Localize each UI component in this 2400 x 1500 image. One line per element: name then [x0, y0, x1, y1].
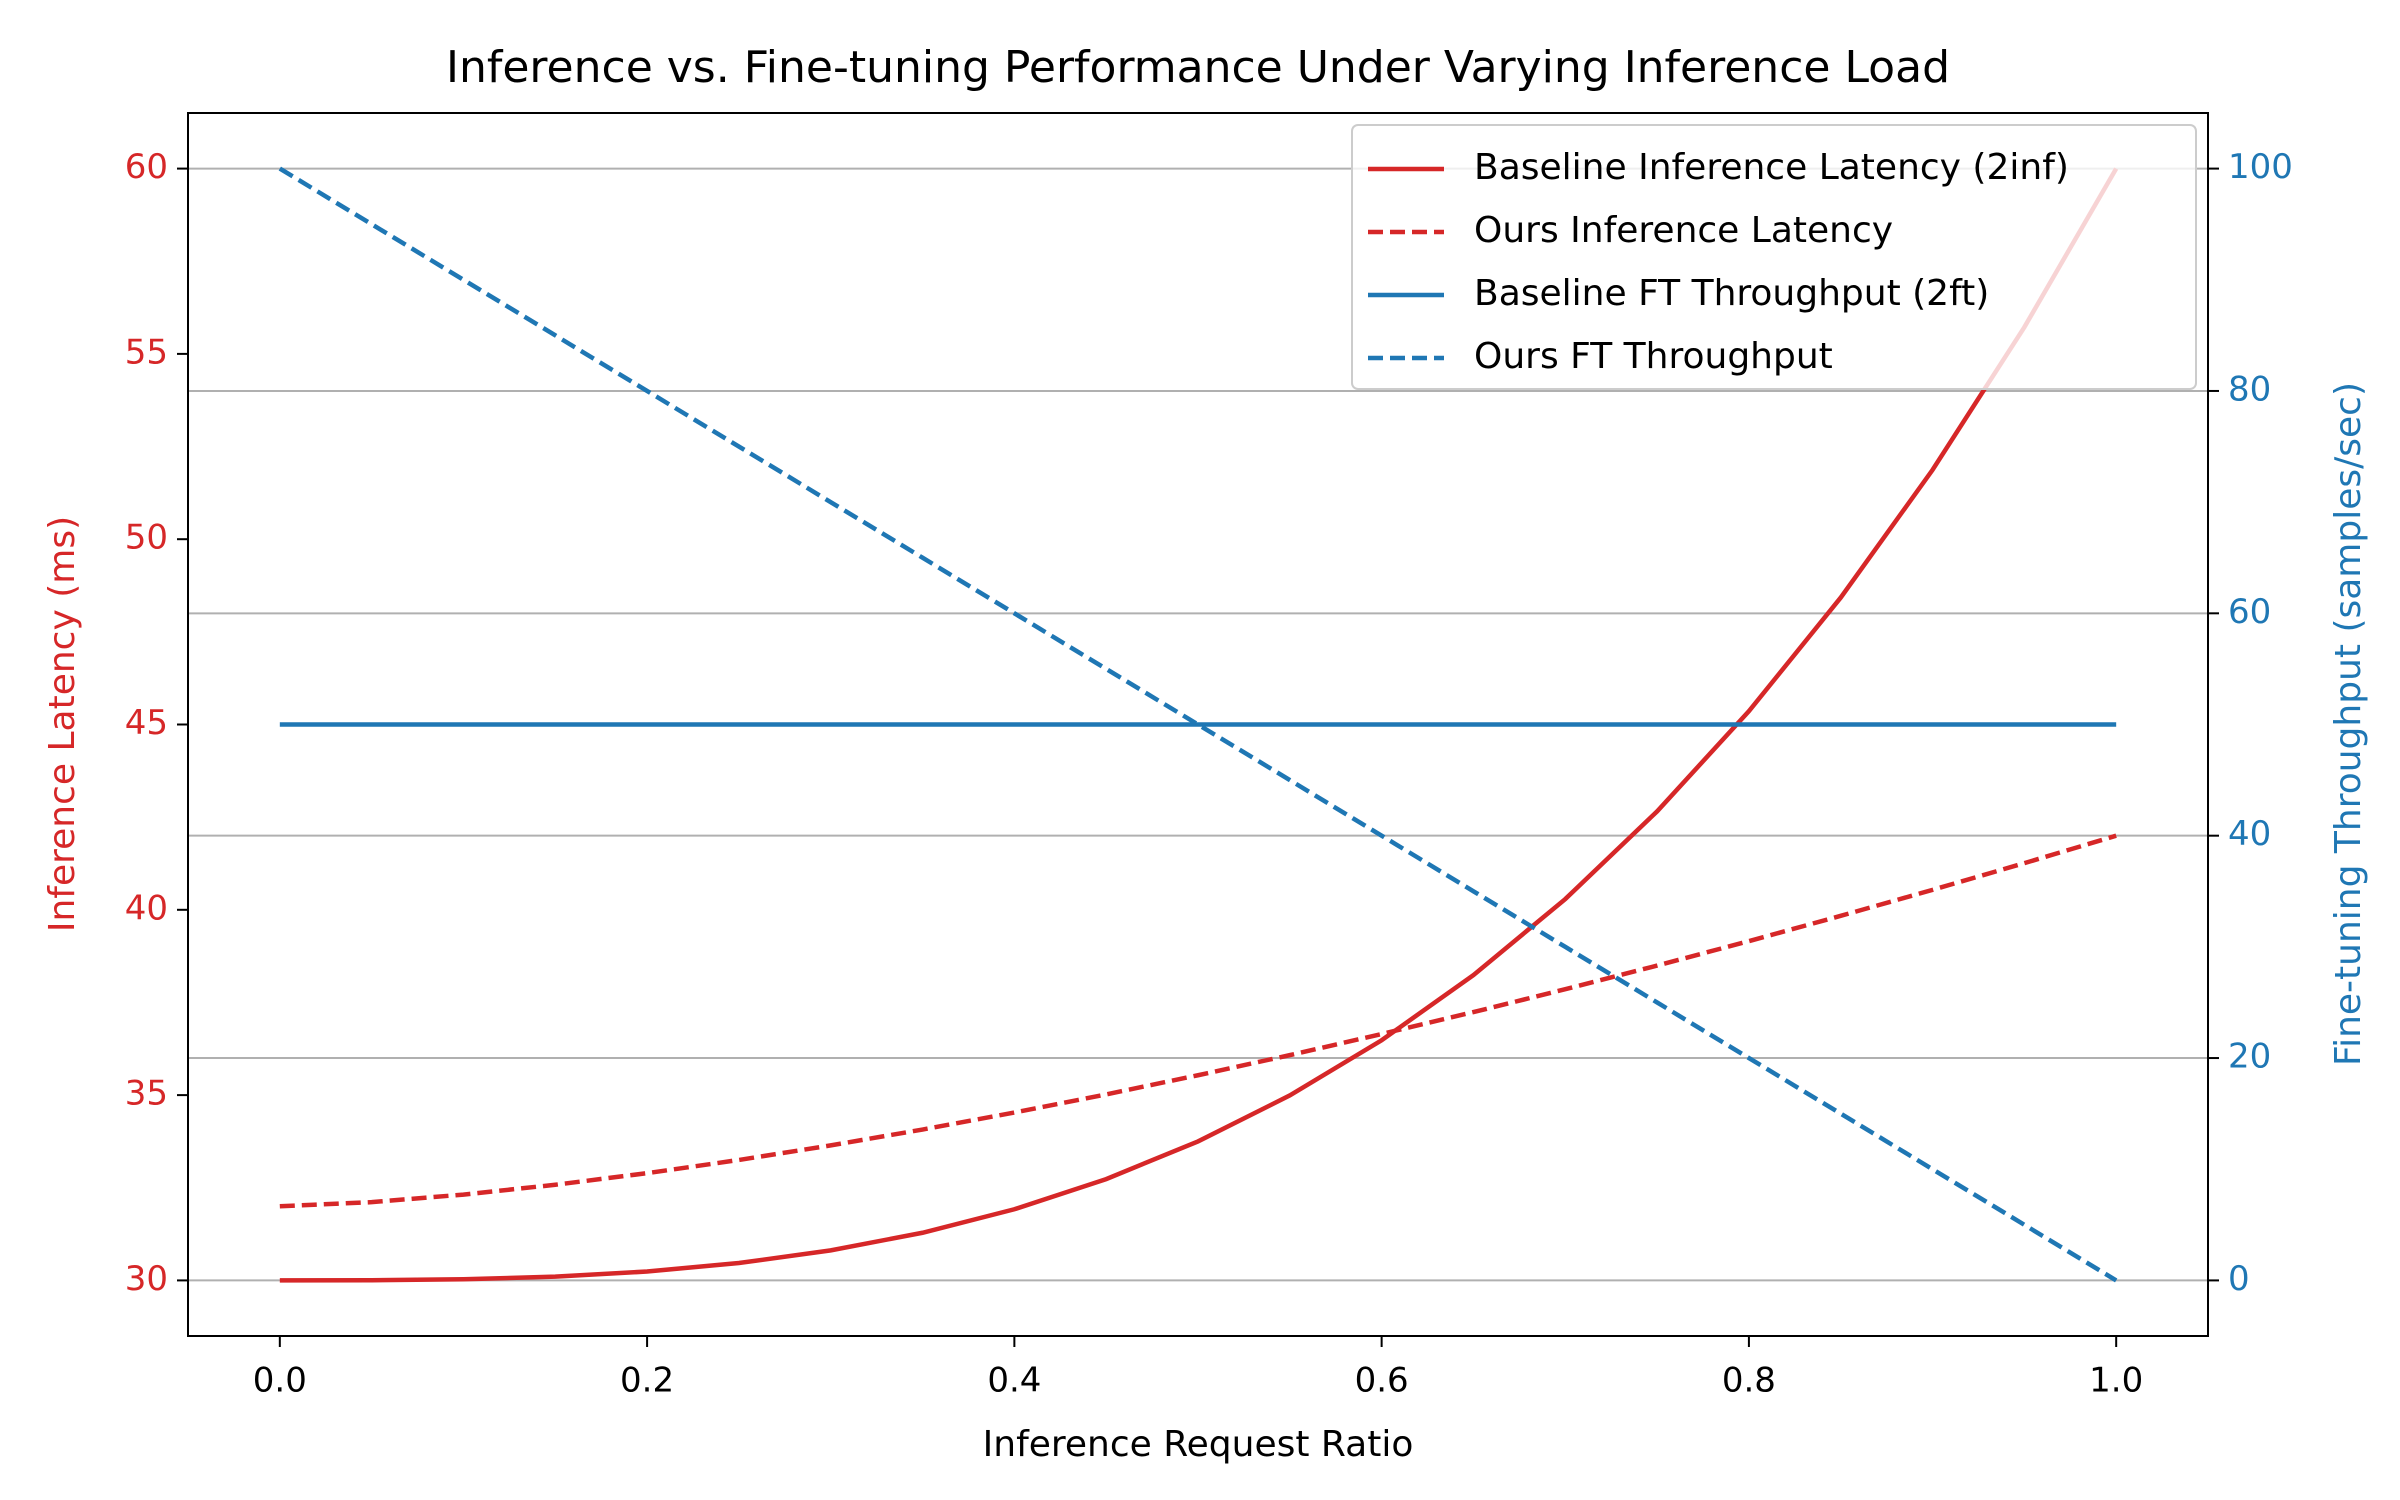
y-tick-label: 50: [125, 518, 168, 558]
x-tick-label: 0.0: [253, 1361, 307, 1401]
y-tick-label: 35: [125, 1074, 168, 1114]
y2-tick-label: 80: [2228, 369, 2271, 409]
legend-label: Ours Inference Latency: [1474, 210, 1893, 251]
legend-label: Baseline FT Throughput (2ft): [1474, 273, 1989, 314]
y2-axis-label: Fine-tuning Throughput (samples/sec): [2328, 382, 2369, 1066]
chart-title: Inference vs. Fine-tuning Performance Un…: [446, 42, 1950, 93]
x-tick-label: 0.4: [987, 1361, 1041, 1401]
y-axis-label: Inference Latency (ms): [42, 516, 83, 932]
y-tick-label: 45: [125, 703, 168, 743]
y2-tick-label: 100: [2228, 147, 2293, 187]
y-tick-label: 30: [125, 1259, 168, 1299]
plot-frame: [187, 112, 2209, 1337]
x-tick-label: 0.2: [620, 1361, 674, 1401]
y2-tick-label: 20: [2228, 1037, 2271, 1077]
x-tick-label: 1.0: [2089, 1361, 2143, 1401]
legend-label: Baseline Inference Latency (2inf): [1474, 147, 2069, 188]
series-line: [278, 166, 2118, 1283]
series-line: [279, 833, 2117, 1209]
y-tick-label: 40: [125, 888, 168, 928]
y-tick-label: 60: [125, 147, 168, 187]
legend-box: [1351, 124, 2197, 390]
legend-label: Ours FT Throughput: [1474, 336, 1833, 377]
y2-tick-label: 60: [2228, 592, 2271, 632]
x-tick-label: 0.6: [1355, 1361, 1409, 1401]
y2-tick-label: 0: [2228, 1259, 2250, 1299]
x-axis-label: Inference Request Ratio: [983, 1424, 1414, 1465]
y2-tick-label: 40: [2228, 814, 2271, 854]
series-line: [279, 167, 2119, 1283]
x-tick-label: 0.8: [1722, 1361, 1776, 1401]
y-tick-label: 55: [125, 332, 168, 372]
